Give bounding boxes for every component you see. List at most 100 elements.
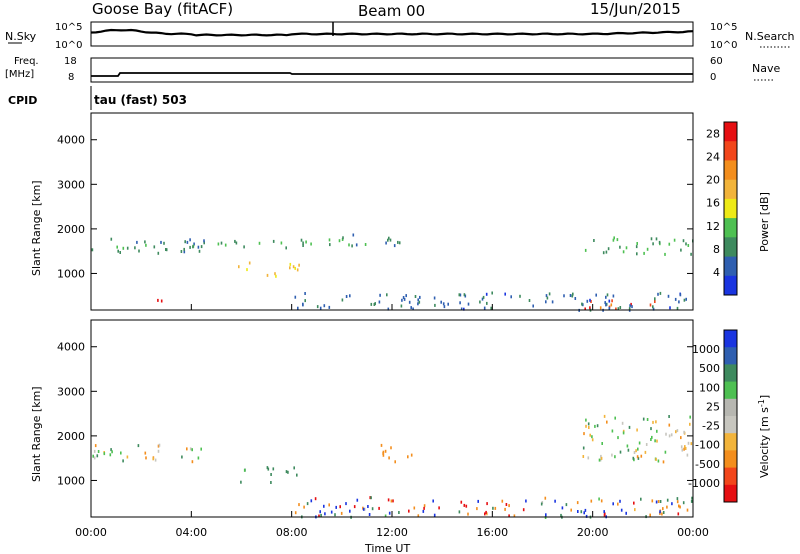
echo-cell xyxy=(626,444,629,448)
echo-cell xyxy=(302,303,304,307)
echo-cell xyxy=(645,443,648,446)
echo-cell xyxy=(676,500,679,504)
echo-cell xyxy=(650,427,652,431)
echo-cell xyxy=(163,241,165,245)
echo-cell xyxy=(119,251,121,254)
echo-cell xyxy=(617,307,620,311)
colorbar-frame xyxy=(723,329,738,503)
nsearch-tick-high: 10^5 xyxy=(710,22,737,33)
echo-cell xyxy=(386,293,388,297)
echo-cell xyxy=(154,458,157,462)
colorbar-segment xyxy=(724,484,737,503)
x-tick-label: 20:00 xyxy=(577,526,609,539)
echo-cell xyxy=(685,242,687,246)
echo-cell xyxy=(158,443,161,447)
echo-cell xyxy=(481,297,484,301)
colorbar-segment xyxy=(724,398,737,417)
echo-cell xyxy=(238,265,240,269)
nsearch-tick-low: 10^0 xyxy=(710,40,737,51)
echo-cell xyxy=(465,504,468,508)
echo-cell xyxy=(649,303,652,307)
echo-cell xyxy=(610,303,613,307)
echo-cell xyxy=(587,456,590,460)
echo-cell xyxy=(486,512,488,516)
echo-cell xyxy=(447,302,449,306)
echo-cell xyxy=(652,242,654,246)
colorbar-segment xyxy=(724,347,737,365)
echo-cell xyxy=(180,250,183,253)
nsky-strip xyxy=(90,21,694,47)
echo-cell xyxy=(410,453,413,457)
colorbar-segment xyxy=(724,467,737,486)
echo-cell xyxy=(92,454,94,458)
echo-cell xyxy=(459,301,461,305)
echo-cell xyxy=(323,504,325,508)
echo-cell xyxy=(638,441,641,445)
echo-cell xyxy=(328,503,330,507)
x-tick-label: 04:00 xyxy=(175,526,207,539)
colorbar-frame xyxy=(723,121,738,296)
echo-cell xyxy=(419,295,421,299)
echo-cell xyxy=(668,423,671,427)
echo-cell xyxy=(314,497,317,501)
echo-cell xyxy=(417,514,420,518)
echo-cell xyxy=(620,508,623,512)
echo-cell xyxy=(622,429,625,433)
echo-cell xyxy=(432,499,434,503)
echo-cell xyxy=(678,300,680,304)
echo-cell xyxy=(619,306,622,309)
echo-cell xyxy=(625,246,628,250)
echo-cell xyxy=(145,456,147,460)
echo-cell xyxy=(633,501,635,505)
echo-cell xyxy=(157,449,160,453)
echo-cell xyxy=(349,294,351,298)
date-title: 15/Jun/2015 xyxy=(590,0,681,18)
echo-cell xyxy=(408,300,411,304)
echo-cell xyxy=(93,449,96,453)
echo-cell xyxy=(652,420,654,424)
echo-cell xyxy=(200,245,203,249)
nave-label: Nave xyxy=(752,62,780,75)
echo-cell xyxy=(192,245,194,249)
echo-cell xyxy=(651,435,653,439)
freq-strip xyxy=(90,57,694,83)
echo-cell xyxy=(684,447,687,450)
echo-cell xyxy=(590,499,593,503)
freq-label: Freq. xyxy=(14,56,39,67)
echo-cell xyxy=(403,297,406,301)
echo-cell xyxy=(476,507,478,511)
echo-cell xyxy=(134,246,136,250)
echo-cell xyxy=(667,294,670,298)
echo-cell xyxy=(598,458,601,462)
y-tick-label: 2000 xyxy=(57,430,85,443)
echo-cell xyxy=(689,415,691,419)
echo-cell xyxy=(319,306,322,310)
echo-cell xyxy=(657,459,660,463)
velocity-colorbar-label: Velocity [m s-1] xyxy=(757,395,771,478)
echo-cell xyxy=(324,512,326,516)
echo-cell xyxy=(423,504,426,508)
echo-cell xyxy=(680,445,683,449)
nsky-label: N.Sky xyxy=(5,30,37,43)
echo-cell xyxy=(561,506,564,510)
echo-cell xyxy=(296,268,299,272)
echo-cell xyxy=(356,498,359,502)
echo-cell xyxy=(544,496,547,500)
echo-cell xyxy=(186,447,188,451)
echo-cell xyxy=(394,460,396,464)
echo-cell xyxy=(599,306,602,310)
echo-cell xyxy=(320,513,322,517)
echo-cell xyxy=(600,454,602,458)
echo-cell xyxy=(501,499,504,503)
nsearch-label: N.Search xyxy=(745,30,795,43)
echo-cell xyxy=(590,300,592,303)
echo-cell xyxy=(297,306,299,310)
echo-cell xyxy=(581,302,583,306)
echo-cell xyxy=(677,512,680,516)
echo-cell xyxy=(160,299,163,303)
echo-cell xyxy=(374,302,376,306)
echo-cell xyxy=(608,306,611,310)
echo-cell xyxy=(621,421,624,425)
echo-cell xyxy=(110,448,112,452)
colorbar-segment xyxy=(724,256,737,277)
